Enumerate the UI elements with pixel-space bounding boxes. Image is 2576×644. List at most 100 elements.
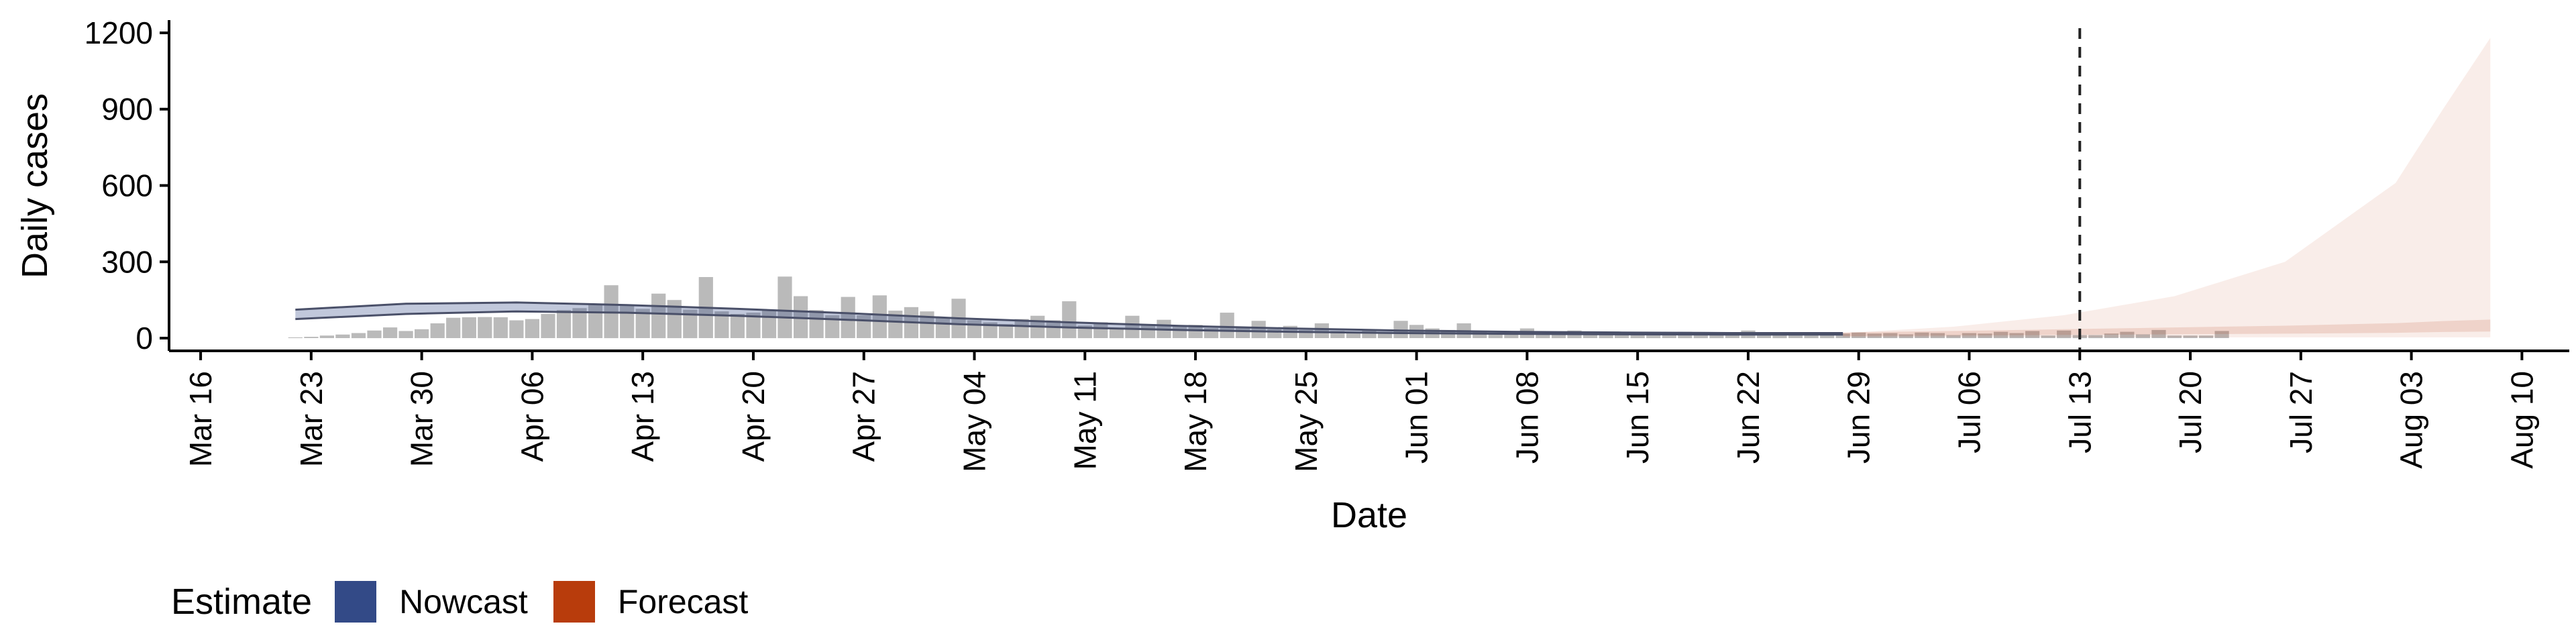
x-tick-label: Jun 22 (1731, 371, 1766, 464)
forecast-band-inner (1843, 319, 2491, 336)
case-bar (2009, 333, 2024, 339)
case-bar (667, 300, 682, 339)
case-bar (1046, 320, 1061, 338)
x-tick-label: Jul 06 (1952, 371, 1987, 453)
case-bar (1662, 333, 1676, 338)
case-bar (1978, 333, 1992, 338)
x-tick-label: May 25 (1289, 371, 1324, 472)
case-bar (651, 293, 666, 339)
case-bar (2135, 334, 2150, 339)
x-tick-label: Jun 29 (1841, 371, 1876, 464)
case-bar (525, 319, 539, 338)
legend-label-nowcast: Nowcast (399, 583, 528, 621)
case-bar (351, 333, 366, 339)
case-bar (541, 314, 555, 338)
case-bar (1583, 333, 1598, 338)
case-bar (2199, 335, 2214, 338)
case-bar (430, 323, 445, 338)
case-bar (415, 329, 429, 339)
x-tick-label: Jul 13 (2062, 371, 2097, 453)
case-bar (2120, 331, 2135, 339)
case-bar (714, 311, 729, 338)
case-bar (2041, 335, 2055, 338)
case-bar (1188, 325, 1203, 338)
case-bar (462, 317, 476, 338)
case-bar (1930, 333, 1945, 339)
case-bar (999, 324, 1014, 339)
case-bar (1630, 334, 1645, 339)
y-tick-label: 1200 (85, 15, 153, 50)
case-bar (1915, 332, 1929, 338)
case-bar (1330, 331, 1345, 338)
case-bar (2104, 333, 2118, 338)
case-bar (2151, 329, 2166, 338)
case-bar (1693, 335, 1708, 339)
case-bar (1536, 333, 1550, 339)
case-bar (478, 317, 492, 339)
case-bar (383, 327, 398, 338)
y-axis-title: Daily cases (15, 93, 55, 278)
case-bar (920, 311, 934, 338)
case-bar (1851, 332, 1866, 338)
case-bar (1725, 333, 1739, 338)
case-bar (683, 309, 698, 339)
y-tick-label: 0 (136, 321, 153, 356)
case-bar (1709, 334, 1724, 339)
x-tick-label: Mar 30 (405, 371, 439, 467)
case-bar (2183, 335, 2198, 338)
case-bar (1109, 327, 1124, 339)
x-tick-label: May 04 (957, 371, 992, 472)
case-bar (809, 310, 824, 338)
x-tick-label: Apr 20 (736, 371, 771, 462)
case-bar (493, 317, 508, 338)
case-bar (1346, 332, 1361, 338)
case-bar (446, 317, 461, 338)
x-tick-label: Jun 08 (1509, 371, 1544, 464)
case-bar (335, 334, 350, 338)
y-tick-label: 900 (101, 92, 153, 127)
case-bar (2057, 330, 2072, 339)
x-tick-label: Aug 03 (2394, 371, 2429, 469)
case-bar (304, 337, 319, 338)
case-bar (509, 320, 524, 338)
case-bar (1504, 331, 1519, 339)
forecast-band-outer (1843, 38, 2491, 337)
case-bar (2167, 335, 2182, 338)
plot-area (288, 28, 2491, 351)
case-bar (1251, 321, 1266, 339)
case-bar (746, 313, 761, 338)
case-bar (777, 276, 792, 339)
x-tick-label: Apr 27 (847, 371, 881, 462)
x-tick-label: Mar 16 (183, 371, 218, 467)
x-tick-label: Apr 13 (625, 371, 660, 462)
case-bar (367, 330, 382, 339)
case-bar (1820, 334, 1835, 339)
x-tick-label: Jun 01 (1399, 371, 1434, 464)
case-bar (1125, 315, 1140, 339)
case-bar (288, 337, 303, 338)
case-bar (635, 309, 650, 338)
x-axis-ticks: Mar 16 Mar 23 Mar 30 Apr 06 Apr 13 Apr 20 Apr … (183, 351, 2539, 472)
case-bar (841, 297, 855, 338)
case-bar (2214, 331, 2229, 338)
nowcast-upper-line (295, 301, 1843, 334)
case-bar (1014, 319, 1029, 338)
case-bar (556, 310, 572, 338)
case-bar (572, 308, 587, 338)
case-bar (1756, 334, 1772, 338)
case-bar (1788, 333, 1803, 338)
legend-title: Estimate (171, 582, 313, 622)
estimate-bands (295, 38, 2491, 337)
x-tick-label: May 18 (1178, 371, 1213, 472)
chart-svg: 0 300 600 900 1200 Mar 16 Mar 23 Mar 30 Apr 06 A… (15, 15, 2569, 535)
x-tick-label: Mar 23 (294, 371, 329, 467)
case-bar (1835, 333, 1850, 338)
case-bar (1220, 313, 1234, 338)
case-bar (319, 335, 334, 338)
case-bar (1772, 334, 1787, 339)
case-bar (1062, 301, 1077, 339)
case-bar (1804, 333, 1819, 339)
x-tick-label: May 11 (1067, 371, 1102, 470)
legend-key-forecast (553, 581, 595, 623)
case-bar (1362, 330, 1377, 339)
